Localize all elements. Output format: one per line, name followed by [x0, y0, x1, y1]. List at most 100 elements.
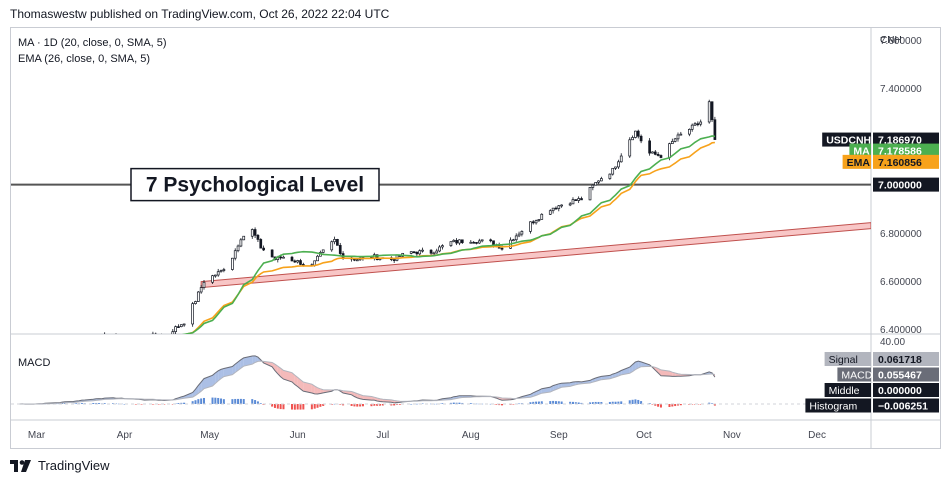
candle — [651, 151, 654, 154]
price-label-value: 7.000000 — [878, 180, 922, 192]
macd-histogram-bar — [97, 403, 100, 404]
candle — [55, 346, 57, 347]
footer-brand[interactable]: TradingView — [38, 458, 110, 473]
macd-histogram-bar — [276, 404, 279, 409]
macd-histogram-bar — [608, 401, 611, 404]
macd-histogram-bar — [651, 404, 654, 405]
macd-histogram-bar — [151, 404, 154, 405]
x-tick-label: Jul — [376, 430, 389, 441]
price-label-value-box — [873, 154, 939, 169]
macd-histogram-bar — [183, 402, 186, 404]
macd-histogram-bar — [239, 398, 242, 404]
macd-histogram-bar — [353, 404, 356, 407]
macd-fill — [303, 381, 312, 393]
candle — [455, 239, 458, 244]
candle — [118, 337, 120, 339]
candle — [673, 138, 677, 142]
candle — [81, 339, 83, 342]
macd-fill — [655, 367, 659, 373]
candle — [98, 337, 100, 339]
macd-fill — [300, 379, 304, 392]
candle — [699, 121, 703, 125]
candle — [580, 198, 583, 201]
macd-histogram-bar — [140, 404, 143, 405]
candle — [104, 335, 106, 339]
macd-histogram-bar — [535, 401, 538, 404]
candle — [158, 337, 160, 338]
published-line: Thomaswestw published on TradingView.com… — [10, 7, 390, 21]
macd-histogram-bar — [571, 401, 574, 404]
candle — [534, 220, 538, 224]
macd-fill — [555, 383, 559, 390]
candle — [668, 143, 671, 158]
candle — [707, 101, 711, 123]
macd-label-value-box — [873, 367, 939, 382]
macd-fill — [243, 355, 253, 367]
candle — [452, 239, 456, 243]
macd-fill — [357, 393, 361, 399]
candle — [293, 260, 297, 263]
candle — [551, 207, 555, 212]
candle — [211, 275, 214, 283]
macd-histogram-bar — [481, 403, 484, 405]
macd-histogram-bar — [611, 401, 614, 404]
candle — [199, 287, 203, 293]
macd-label-name-box — [824, 383, 871, 397]
price-label-name-box — [849, 143, 871, 158]
macd-histogram-bar — [356, 404, 359, 407]
price-label-value-box — [873, 177, 939, 192]
ema-line — [183, 141, 715, 334]
macd-histogram-bar — [597, 401, 600, 404]
macd-histogram-bar — [469, 403, 472, 404]
macd-fill — [218, 369, 222, 381]
macd-label-name: Middle — [829, 385, 860, 397]
candle — [338, 245, 342, 254]
candle — [154, 333, 158, 334]
macd-fill — [314, 386, 318, 394]
macd-histogram-bar — [552, 400, 555, 404]
macd-histogram-bar — [293, 404, 296, 410]
macd-histogram-bar — [103, 403, 106, 404]
macd-histogram-bar — [171, 404, 174, 405]
candle — [58, 346, 60, 347]
candle — [61, 343, 63, 346]
price-label-name: MA — [853, 146, 870, 158]
price-label-value: 7.178586 — [878, 146, 922, 158]
macd-fill — [215, 370, 219, 384]
footer: TradingView — [10, 458, 110, 473]
macd-histogram-bar — [501, 404, 504, 406]
macd-histogram-bar — [180, 402, 183, 404]
macd-histogram-bar — [271, 404, 274, 407]
candle — [554, 207, 558, 210]
macd-fill — [311, 384, 315, 394]
candle — [236, 245, 240, 252]
macd-histogram-bar — [591, 402, 594, 404]
macd-histogram-bar — [657, 404, 660, 407]
macd-histogram-bar — [333, 403, 336, 405]
macd-histogram-bar — [359, 404, 362, 407]
y-tick-label: 6.600000 — [880, 277, 922, 288]
macd-label-value-box — [873, 383, 939, 397]
macd-histogram-bar — [217, 397, 220, 404]
candle — [540, 213, 544, 220]
candle — [141, 336, 143, 338]
ma-line — [181, 135, 716, 334]
macd-histogram-bar — [640, 401, 643, 404]
macd-fill — [621, 367, 630, 375]
macd-histogram-bar — [273, 404, 276, 408]
macd-histogram-bar — [637, 399, 640, 404]
macd-histogram-bar — [495, 404, 498, 405]
price-label-name: EMA — [847, 157, 871, 169]
candle — [239, 239, 243, 247]
candle — [656, 154, 660, 156]
macd-histogram-bar — [378, 404, 381, 406]
candle — [214, 274, 217, 277]
candle — [517, 233, 521, 237]
macd-histogram-bar — [279, 404, 282, 410]
candle — [262, 247, 265, 251]
macd-histogram-bar — [220, 398, 223, 404]
candle — [574, 199, 578, 201]
candle — [121, 335, 123, 337]
candle — [529, 221, 532, 232]
